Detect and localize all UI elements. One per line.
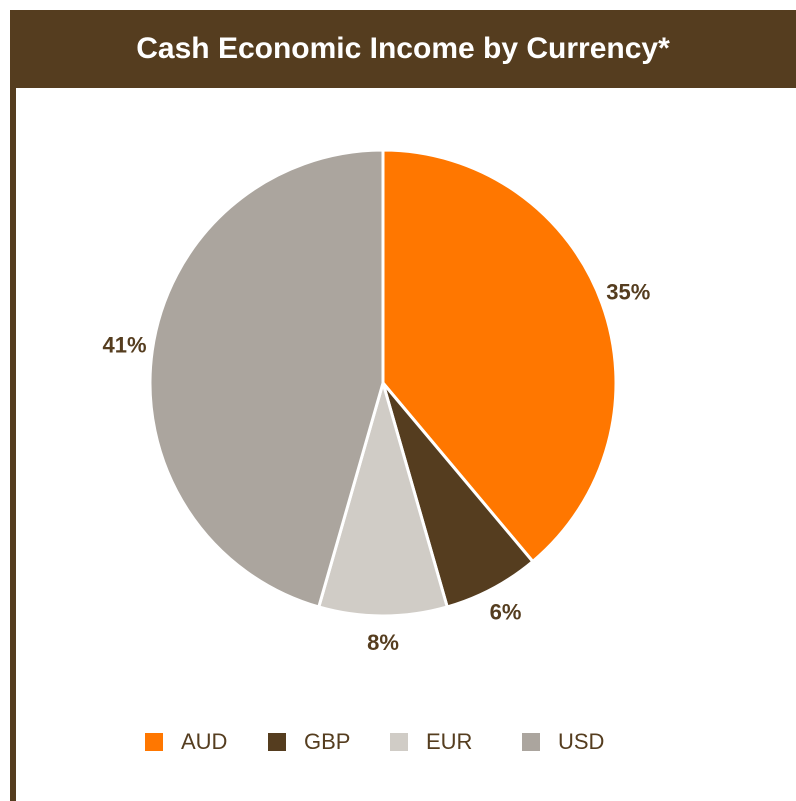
legend-swatch: [522, 733, 540, 751]
pie-slice: [381, 148, 618, 564]
legend-swatch: [390, 733, 408, 751]
title-bar: [10, 10, 796, 88]
data-label: 6%: [490, 599, 522, 624]
data-label: 35%: [606, 280, 650, 305]
pie-slice: [148, 148, 385, 609]
legend-swatch: [145, 733, 163, 751]
pie-slice: [316, 377, 450, 618]
chart-title: Cash Economic Income by Currency*: [136, 32, 670, 65]
legend-label: USD: [558, 729, 604, 754]
left-border: [10, 88, 16, 801]
legend-label: EUR: [426, 729, 472, 754]
legend-label: AUD: [181, 729, 227, 754]
legend-swatch: [268, 733, 286, 751]
legend-label: GBP: [304, 729, 350, 754]
data-label: 41%: [103, 332, 147, 357]
data-label: 8%: [367, 630, 399, 655]
